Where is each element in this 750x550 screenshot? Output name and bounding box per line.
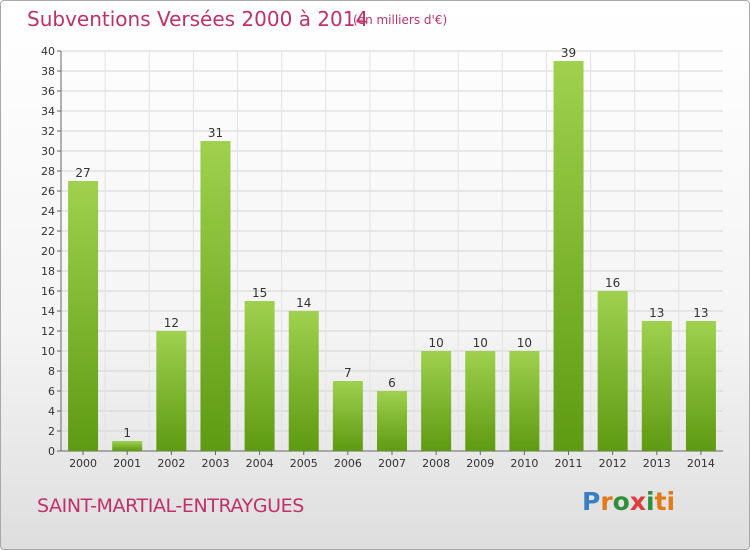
x-tick-label: 2001 bbox=[113, 457, 141, 470]
y-tick-label: 18 bbox=[41, 265, 55, 278]
y-tick-label: 10 bbox=[41, 345, 55, 358]
x-tick-label: 2002 bbox=[157, 457, 185, 470]
data-label: 13 bbox=[649, 306, 664, 320]
y-tick-label: 0 bbox=[48, 445, 55, 458]
bar bbox=[288, 311, 319, 451]
data-label: 7 bbox=[344, 366, 352, 380]
bar bbox=[200, 141, 231, 451]
y-tick-label: 8 bbox=[48, 365, 55, 378]
y-tick-label: 22 bbox=[41, 225, 55, 238]
x-tick-label: 2014 bbox=[687, 457, 715, 470]
x-tick-label: 2008 bbox=[422, 457, 450, 470]
bar bbox=[553, 61, 584, 451]
y-tick-label: 34 bbox=[41, 105, 55, 118]
y-tick-label: 16 bbox=[41, 285, 55, 298]
y-tick-label: 14 bbox=[41, 305, 55, 318]
y-tick-label: 4 bbox=[48, 405, 55, 418]
data-label: 12 bbox=[164, 316, 179, 330]
bar bbox=[641, 321, 672, 451]
data-label: 31 bbox=[208, 126, 223, 140]
y-tick-label: 30 bbox=[41, 145, 55, 158]
bar bbox=[377, 391, 407, 451]
y-tick-label: 12 bbox=[41, 325, 55, 338]
y-tick-label: 6 bbox=[48, 385, 55, 398]
bar bbox=[421, 351, 452, 451]
x-tick-label: 2005 bbox=[290, 457, 318, 470]
data-labels: 27 1 12 31 15 14 7 6 10 10 10 39 16 13 13 bbox=[75, 46, 708, 440]
bar bbox=[685, 321, 716, 451]
y-tick-label: 26 bbox=[41, 185, 55, 198]
data-label: 14 bbox=[296, 296, 311, 310]
data-label: 10 bbox=[428, 336, 443, 350]
y-tick-label: 40 bbox=[41, 45, 55, 58]
data-label: 6 bbox=[388, 376, 396, 390]
x-tick-label: 2003 bbox=[201, 457, 229, 470]
data-label: 27 bbox=[75, 166, 90, 180]
data-label: 1 bbox=[123, 426, 131, 440]
bar bbox=[465, 351, 496, 451]
chart-title: Subventions Versées 2000 à 2014 bbox=[27, 7, 369, 31]
data-label: 16 bbox=[605, 276, 620, 290]
x-tick-label: 2000 bbox=[69, 457, 97, 470]
y-tick-label: 32 bbox=[41, 125, 55, 138]
bar bbox=[509, 351, 540, 451]
x-tick-label: 2006 bbox=[334, 457, 362, 470]
data-label: 13 bbox=[693, 306, 708, 320]
x-tick-label: 2011 bbox=[555, 457, 583, 470]
y-tick-label: 24 bbox=[41, 205, 55, 218]
data-label: 10 bbox=[473, 336, 488, 350]
data-label: 39 bbox=[561, 46, 576, 60]
bar bbox=[112, 441, 143, 451]
bar bbox=[156, 331, 187, 451]
bar bbox=[597, 291, 628, 451]
y-tick-label: 20 bbox=[41, 245, 55, 258]
x-tick-label: 2009 bbox=[466, 457, 494, 470]
y-tick-label: 36 bbox=[41, 85, 55, 98]
data-label: 10 bbox=[517, 336, 532, 350]
data-label: 15 bbox=[252, 286, 267, 300]
x-tick-label: 2012 bbox=[599, 457, 627, 470]
x-tick-label: 2013 bbox=[643, 457, 671, 470]
x-tick-label: 2004 bbox=[246, 457, 274, 470]
x-tick-label: 2010 bbox=[510, 457, 538, 470]
chart-unit: (en milliers d'€) bbox=[353, 13, 448, 27]
commune-name: SAINT-MARTIAL-ENTRAYGUES bbox=[37, 495, 304, 517]
y-tick-label: 28 bbox=[41, 165, 55, 178]
axes: 0246810121416182022242628303234363840200… bbox=[41, 45, 723, 470]
bar bbox=[332, 381, 363, 451]
proxiti-logo[interactable]: Proxiti bbox=[582, 487, 676, 516]
bar bbox=[68, 181, 99, 451]
x-tick-label: 2007 bbox=[378, 457, 406, 470]
y-tick-label: 2 bbox=[48, 425, 55, 438]
y-tick-label: 38 bbox=[41, 65, 55, 78]
bar bbox=[244, 301, 275, 451]
bars bbox=[68, 61, 716, 451]
